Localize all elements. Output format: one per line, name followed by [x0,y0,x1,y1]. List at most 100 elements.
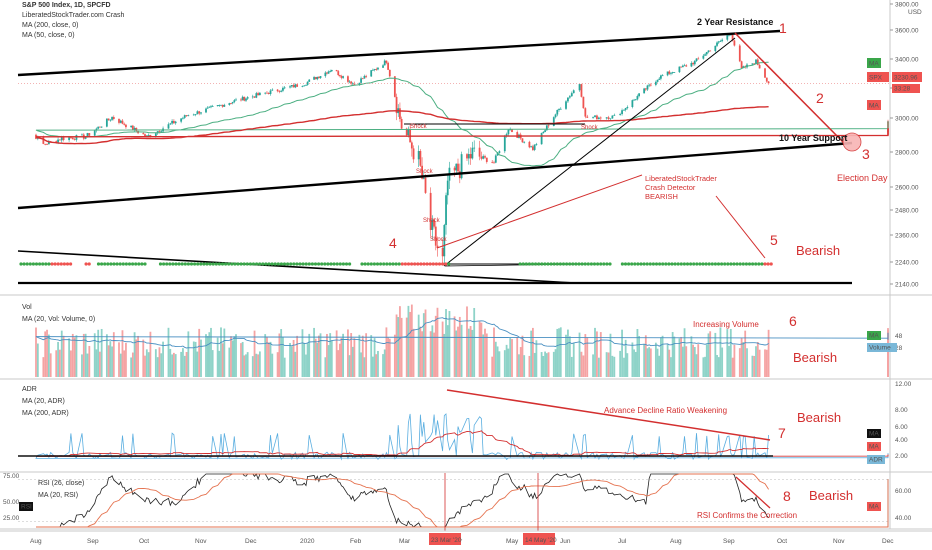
volume-bar [88,345,91,377]
volume-bar [211,350,214,377]
price-candle [220,104,222,106]
volume-bar [337,350,340,377]
crash-detector-label-1: LiberatedStockTrader [645,174,717,183]
adr-axis-label: 8.00 [895,407,908,414]
volume-bar [235,334,237,377]
volume-bar [68,338,70,377]
volume-bar [580,351,583,377]
candle-body [347,76,349,82]
adr-tag: ADR [869,457,883,464]
volume-bar [633,349,635,377]
volume-bar [623,357,625,377]
crash-dot [56,262,60,266]
volume-bar [631,342,634,377]
volume-bar [441,321,444,377]
crash-dot [568,262,572,266]
volume-bar [407,305,410,377]
crash-dot [245,262,249,266]
candle-body [473,147,476,149]
candle-body [388,69,391,77]
bearish-label-rsi: Bearish [809,488,853,503]
candle-body [358,82,361,85]
price-candle [107,118,110,121]
volume-bar [71,333,74,377]
crash-dot [713,262,718,266]
volume-bar [478,321,481,377]
volume-bar [646,348,649,377]
candle-body [221,104,224,107]
candle-body [290,85,293,87]
candle-body [160,131,163,133]
price-candle [292,83,295,88]
crash-dot [698,262,702,266]
time-axis-label: Nov [833,538,845,545]
shock-label: Shock [581,125,599,131]
volume-bar [324,357,327,377]
candle-body [59,139,61,141]
volume-bar [594,327,596,377]
lower-trendline-1 [17,250,576,284]
volume-bar [245,354,247,377]
crash-dot [431,262,435,266]
crash-dot [193,262,197,266]
candle-body [558,109,560,110]
crash-dot [382,262,386,266]
crash-dot [434,262,438,266]
candle-body [649,84,652,86]
candle-body [547,125,550,127]
volume-bar [100,328,103,377]
volume-bar [200,339,202,377]
candle-body [633,99,635,101]
crash-dot [286,262,290,266]
volume-bar [518,354,520,377]
volume-bar [709,331,712,377]
volume-bar [327,345,330,377]
crash-dot [217,262,221,266]
price-candle [340,74,343,80]
candle-body [654,81,657,85]
price-candle [609,118,612,121]
candle-body [738,45,741,62]
volume-bar [208,332,211,377]
candle-body [509,129,512,131]
candle-body [446,180,449,196]
price-candle [358,82,361,86]
candle-body [421,165,423,179]
price-candle [387,61,390,70]
candle-body [498,151,501,153]
candle-body [443,224,446,257]
crash-dot [69,262,73,266]
volume-bar [145,349,148,377]
price-candle [327,70,330,74]
candle-body [198,111,201,114]
candle-body [496,152,499,156]
price-candle [431,215,434,240]
volume-bar [383,349,386,377]
candle-body [592,117,594,118]
spx-time-tag-bg [892,84,920,93]
rsi-title: RSI (26, close) [38,480,84,487]
volume-bar [446,325,449,377]
price-candle [633,98,635,101]
resistance-trendline [17,29,781,77]
price-candle [623,109,625,111]
volume-bar [467,328,470,377]
volume-bar [453,316,456,377]
candle-body [220,104,222,106]
crash-dot [335,262,339,266]
volume-bar [131,352,134,377]
crash-dot [264,262,268,266]
price-candle [478,140,481,161]
candle-body [205,108,207,113]
volume-bar [568,336,571,377]
price-candle [660,74,662,81]
crash-detector-arrow-left [436,174,643,249]
crash-dot [685,262,690,266]
crash-dot [273,262,277,266]
crash-dot [710,262,714,266]
price-candle [167,122,170,129]
volume-bar [533,352,536,377]
candle-body [702,55,705,59]
volume-bar [220,327,222,377]
volume-bar [162,341,164,377]
